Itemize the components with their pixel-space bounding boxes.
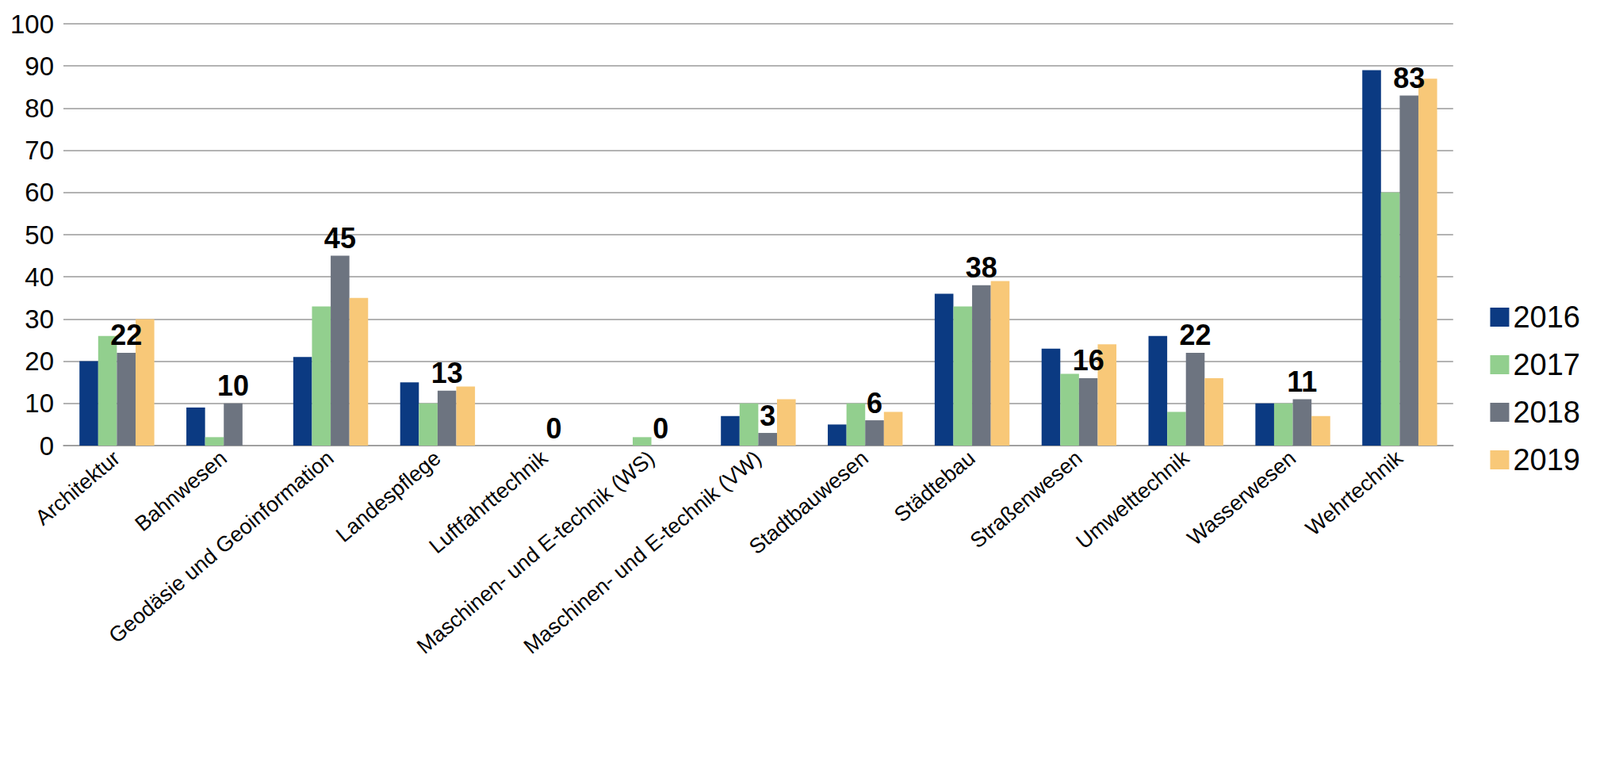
svg-text:3: 3 xyxy=(759,399,776,433)
svg-text:83: 83 xyxy=(1393,61,1425,95)
svg-text:80: 80 xyxy=(24,93,54,123)
svg-text:Wasserwesen: Wasserwesen xyxy=(1182,446,1301,551)
svg-text:Maschinen- und E-technik (WS): Maschinen- und E-technik (WS) xyxy=(412,445,660,659)
svg-text:20: 20 xyxy=(24,346,54,376)
svg-text:10: 10 xyxy=(24,388,54,418)
svg-text:Umwelttechnik: Umwelttechnik xyxy=(1071,445,1195,554)
svg-text:Straßenwesen: Straßenwesen xyxy=(965,446,1088,554)
svg-text:2017: 2017 xyxy=(1512,348,1581,382)
svg-text:30: 30 xyxy=(24,304,54,334)
svg-text:10: 10 xyxy=(217,369,249,402)
svg-text:Stadtbauwesen: Stadtbauwesen xyxy=(744,446,873,560)
svg-text:13: 13 xyxy=(431,356,464,390)
svg-text:0: 0 xyxy=(546,412,563,445)
svg-text:22: 22 xyxy=(110,318,142,352)
svg-text:Landespflege: Landespflege xyxy=(331,446,445,548)
svg-text:6: 6 xyxy=(866,386,883,420)
svg-text:2018: 2018 xyxy=(1512,395,1581,429)
svg-text:38: 38 xyxy=(965,251,998,284)
svg-text:70: 70 xyxy=(24,135,54,165)
svg-text:60: 60 xyxy=(24,177,54,207)
svg-text:11: 11 xyxy=(1286,365,1317,399)
svg-text:45: 45 xyxy=(324,222,356,255)
svg-text:Geodäsie und Geoinformation: Geodäsie und Geoinformation xyxy=(104,446,339,649)
svg-text:Luftfahrttechnik: Luftfahrttechnik xyxy=(424,445,553,559)
svg-text:16: 16 xyxy=(1072,344,1105,377)
svg-text:22: 22 xyxy=(1178,318,1211,352)
svg-text:40: 40 xyxy=(24,262,54,292)
svg-text:0: 0 xyxy=(39,431,54,461)
svg-text:90: 90 xyxy=(24,51,54,81)
svg-text:2016: 2016 xyxy=(1512,300,1581,334)
svg-text:50: 50 xyxy=(24,220,54,250)
svg-text:Städtebau: Städtebau xyxy=(889,446,980,528)
svg-text:Maschinen- und E-technik (VW): Maschinen- und E-technik (VW) xyxy=(519,446,766,659)
svg-text:Bahnwesen: Bahnwesen xyxy=(130,446,232,537)
svg-text:Wehrtechnik: Wehrtechnik xyxy=(1301,445,1408,540)
svg-text:Architektur: Architektur xyxy=(30,446,125,531)
svg-text:2019: 2019 xyxy=(1512,443,1581,477)
svg-text:0: 0 xyxy=(652,412,669,445)
svg-text:100: 100 xyxy=(10,9,54,39)
